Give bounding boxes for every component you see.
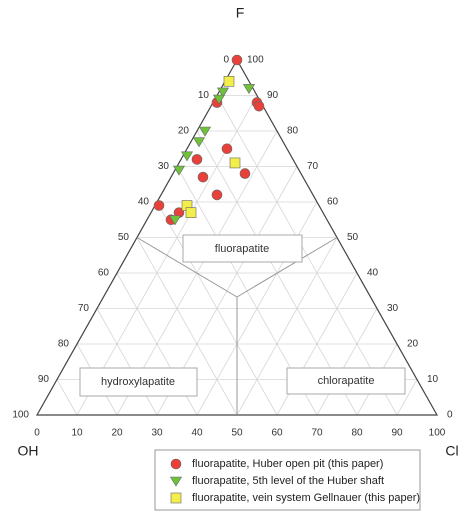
point [192, 137, 206, 148]
f-tick-label: 70 [307, 161, 319, 172]
point [185, 207, 197, 218]
oh-tick-label: 70 [78, 303, 90, 314]
f-tick-label: 100 [247, 55, 264, 66]
legend-marker [170, 458, 182, 470]
f-tick-label: 60 [327, 197, 339, 208]
point [231, 54, 243, 66]
points [153, 54, 265, 226]
legend-entries: fluorapatite, Huber open pit (this paper… [169, 458, 420, 504]
vertex-label: F [236, 5, 245, 21]
oh-tick-label: 60 [98, 268, 110, 279]
f-tick-label: 40 [367, 268, 379, 279]
oh-tick-label: 40 [138, 197, 150, 208]
point [197, 171, 209, 183]
point [221, 143, 233, 155]
oh-tick-label: 50 [118, 232, 130, 243]
cl-tick-label: 90 [391, 428, 403, 439]
legend-marker [169, 476, 183, 487]
f-tick-label: 10 [427, 374, 439, 385]
f-tick-label: 90 [267, 90, 279, 101]
cl-tick-label: 70 [311, 428, 323, 439]
boundary [136, 237, 238, 298]
f-tick-label: 20 [407, 339, 419, 350]
point [229, 157, 241, 169]
f-tick-label: 50 [347, 232, 359, 243]
legend-label: fluorapatite, 5th level of the Huber sha… [192, 475, 384, 487]
cl-tick-label: 80 [351, 428, 363, 439]
grid-line [136, 237, 238, 416]
grid-line [156, 201, 278, 416]
f-tick-label: 30 [387, 303, 399, 314]
legend [154, 449, 421, 511]
f-tick-label: 80 [287, 126, 299, 137]
point [212, 94, 226, 105]
grid-line [56, 379, 78, 416]
point [153, 200, 165, 211]
cl-tick-label: 50 [231, 428, 243, 439]
point [172, 165, 186, 176]
point [223, 76, 235, 87]
point [191, 154, 203, 165]
field-label: fluorapatite [215, 243, 269, 255]
point [211, 189, 223, 201]
legend-label: fluorapatite, vein system Gellnauer (thi… [192, 492, 420, 504]
grid-line [316, 308, 378, 416]
grid-line [96, 308, 158, 416]
oh-tick-label: 100 [12, 410, 29, 421]
point [168, 215, 182, 226]
oh-tick-label: 0 [223, 55, 229, 66]
legend-label: fluorapatite, Huber open pit (this paper… [192, 458, 383, 470]
cl-tick-label: 60 [271, 428, 283, 439]
cl-tick-label: 10 [71, 428, 83, 439]
point [216, 87, 230, 98]
oh-tick-label: 20 [178, 126, 190, 137]
grid-line [236, 237, 338, 416]
point [180, 151, 194, 162]
field-box [286, 367, 406, 395]
field-label: hydroxylapatite [101, 376, 175, 388]
point [239, 168, 251, 179]
grid-line [396, 379, 418, 416]
cl-tick-label: 30 [151, 428, 163, 439]
cl-tick-label: 0 [34, 428, 40, 439]
vertex-label: Cl [445, 443, 458, 459]
field-box [182, 234, 303, 263]
oh-tick-label: 80 [58, 339, 70, 350]
point [198, 126, 212, 137]
cl-tick-label: 20 [111, 428, 123, 439]
boundary [236, 237, 338, 298]
legend-marker [170, 492, 182, 504]
field-label: chlorapatite [318, 375, 375, 387]
cl-tick-label: 100 [429, 428, 446, 439]
cl-tick-label: 40 [191, 428, 203, 439]
field-boundaries [136, 237, 338, 415]
vertex-label: OH [18, 443, 39, 459]
oh-tick-label: 30 [158, 161, 170, 172]
point [253, 100, 265, 112]
point [242, 84, 256, 94]
oh-tick-label: 10 [198, 90, 210, 101]
field-box [79, 367, 198, 397]
oh-tick-label: 90 [38, 374, 50, 385]
f-tick-label: 0 [447, 410, 453, 421]
